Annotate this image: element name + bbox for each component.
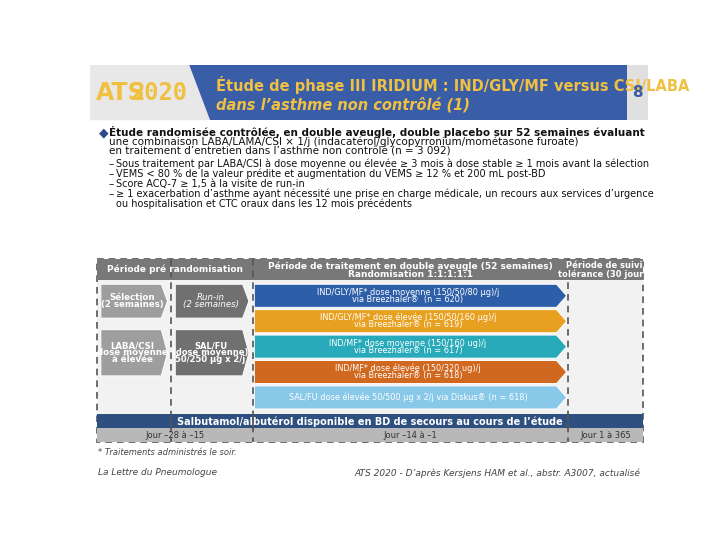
Bar — [253, 259, 568, 280]
Text: dans l’asthme non contrôlé (1): dans l’asthme non contrôlé (1) — [216, 97, 470, 113]
Bar — [568, 259, 642, 280]
Text: Sélection: Sélection — [110, 293, 156, 302]
Bar — [97, 414, 642, 428]
Text: ATS: ATS — [96, 80, 146, 105]
Text: Jour –28 à –15: Jour –28 à –15 — [145, 431, 204, 440]
Text: Période de traitement en double aveugle (52 semaines): Période de traitement en double aveugle … — [268, 261, 553, 271]
Polygon shape — [254, 309, 567, 333]
Text: –: – — [109, 179, 114, 189]
Text: ≥ 1 exacerbation d’asthme ayant nécessité une prise en charge médicale, un recou: ≥ 1 exacerbation d’asthme ayant nécessit… — [117, 189, 654, 199]
Polygon shape — [254, 386, 567, 409]
Text: via Breezhaler®  (n = 620): via Breezhaler® (n = 620) — [352, 295, 464, 304]
Text: ◆: ◆ — [99, 126, 109, 139]
Text: SAL/FU: SAL/FU — [194, 341, 227, 350]
Text: une combinaison LABA/LAMA/CSI × 1/j (indacatérol/glycopyrronium/mométasone furoa: une combinaison LABA/LAMA/CSI × 1/j (ind… — [109, 137, 578, 147]
Text: Étude de phase III IRIDIUM : IND/GLY/MF versus CSI/LABA: Étude de phase III IRIDIUM : IND/GLY/MF … — [216, 76, 690, 94]
Text: IND/GLY/MF* dose élevée (150/50/160 µg)/j: IND/GLY/MF* dose élevée (150/50/160 µg)/… — [320, 313, 496, 322]
Bar — [627, 65, 648, 120]
Text: Run-in: Run-in — [197, 293, 225, 302]
Polygon shape — [254, 284, 567, 307]
Text: Période de suivi,: Période de suivi, — [565, 261, 645, 270]
Text: Score ACQ-7 ≥ 1,5 à la visite de run-in: Score ACQ-7 ≥ 1,5 à la visite de run-in — [117, 179, 305, 189]
Text: SAL/FU dose élevée 50/500 µg x 2/j via Diskus® (n = 618): SAL/FU dose élevée 50/500 µg x 2/j via D… — [289, 393, 527, 402]
Text: dose moyenne: dose moyenne — [97, 348, 168, 357]
Text: 50/250 µg x 2/j: 50/250 µg x 2/j — [176, 355, 246, 364]
Text: VEMS < 80 % de la valeur prédite et augmentation du VEMS ≥ 12 % et 200 mL post-B: VEMS < 80 % de la valeur prédite et augm… — [117, 168, 546, 179]
Text: via Breezhaler® (n = 617): via Breezhaler® (n = 617) — [354, 346, 462, 355]
Polygon shape — [101, 330, 168, 376]
Text: (dose moyenne): (dose moyenne) — [172, 348, 248, 357]
Text: via Breezhaler® (n = 618): via Breezhaler® (n = 618) — [354, 371, 462, 380]
Text: à élevée: à élevée — [112, 355, 153, 364]
Text: Jour 1 à 365: Jour 1 à 365 — [580, 431, 631, 440]
Text: IND/MF* dose élevée (150/320 ug)/j: IND/MF* dose élevée (150/320 ug)/j — [335, 364, 481, 373]
Text: 2020: 2020 — [130, 80, 187, 105]
Polygon shape — [175, 284, 249, 318]
Text: LABA/CSI: LABA/CSI — [111, 341, 155, 350]
Polygon shape — [254, 335, 567, 358]
Text: Randomisation 1:1:1:1:1: Randomisation 1:1:1:1:1 — [348, 270, 473, 279]
Polygon shape — [90, 65, 210, 120]
Text: ATS 2020 - D’après Kersjens HAM et al., abstr. A3007, actualisé: ATS 2020 - D’après Kersjens HAM et al., … — [354, 468, 640, 478]
Text: Période pré randomisation: Période pré randomisation — [107, 265, 243, 274]
Bar — [97, 259, 253, 280]
Polygon shape — [101, 284, 168, 318]
Text: –: – — [109, 189, 114, 199]
Text: en traitement d’entretien dans l’asthme non contrôlé (n = 3 092): en traitement d’entretien dans l’asthme … — [109, 146, 450, 157]
Text: tolérance (30 jours): tolérance (30 jours) — [558, 269, 652, 279]
Bar — [97, 428, 642, 442]
Text: (2 semaines): (2 semaines) — [182, 300, 238, 309]
Bar — [90, 65, 648, 120]
Text: 8: 8 — [632, 85, 642, 100]
Text: Sous traitement par LABA/CSI à dose moyenne ou élevée ≥ 3 mois à dose stable ≥ 1: Sous traitement par LABA/CSI à dose moye… — [117, 159, 649, 169]
Text: –: – — [109, 168, 114, 179]
Text: IND/GLY/MF* dose moyenne (150/50/80 µg)/j: IND/GLY/MF* dose moyenne (150/50/80 µg)/… — [317, 288, 499, 297]
Bar — [97, 259, 642, 442]
Text: IND/MF* dose moyenne (150/160 ug)/j: IND/MF* dose moyenne (150/160 ug)/j — [329, 339, 487, 348]
Polygon shape — [254, 361, 567, 383]
Text: * Traitements administrés le soir.: * Traitements administrés le soir. — [98, 448, 236, 457]
Text: La Lettre du Pneumologue: La Lettre du Pneumologue — [98, 468, 217, 477]
Text: –: – — [109, 159, 114, 168]
Text: ou hospitalisation et CTC oraux dans les 12 mois précédents: ou hospitalisation et CTC oraux dans les… — [117, 198, 413, 208]
Text: Étude randomisée contrôlée, en double aveugle, double placebo sur 52 semaines év: Étude randomisée contrôlée, en double av… — [109, 126, 644, 138]
Text: Salbutamol/albutérol disponible en BD de secours au cours de l’étude: Salbutamol/albutérol disponible en BD de… — [177, 416, 562, 427]
Text: (2 semaines): (2 semaines) — [102, 300, 164, 309]
Text: Jour –14 à –1: Jour –14 à –1 — [384, 431, 437, 440]
Text: via Breezhaler® (n = 619): via Breezhaler® (n = 619) — [354, 320, 462, 329]
Polygon shape — [175, 330, 249, 376]
